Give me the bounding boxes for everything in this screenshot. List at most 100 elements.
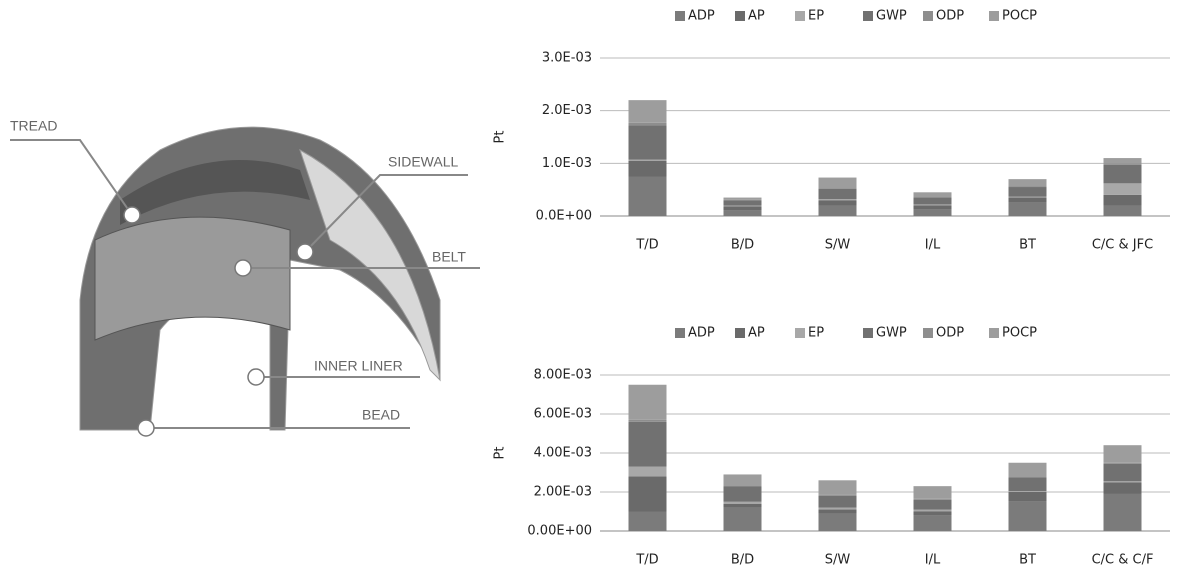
bar-segment (1008, 491, 1047, 492)
bar-segment (1008, 187, 1047, 197)
bar-segment (723, 507, 762, 531)
bar-segment (913, 509, 952, 512)
legend-swatch (795, 11, 805, 21)
legend-label: GWP (876, 9, 907, 24)
bar-segment (723, 503, 762, 508)
tire-tread (120, 160, 310, 225)
bar-segment (723, 205, 762, 207)
bar-segment (628, 122, 667, 126)
bar-segment (723, 197, 762, 200)
bar-segment (1103, 164, 1142, 184)
bar-segment (1103, 183, 1142, 195)
diagram-label: TREAD (10, 118, 57, 134)
legend-swatch (863, 11, 873, 21)
y-tick-label: 8.00E-03 (534, 368, 592, 383)
legend-label: EP (808, 9, 824, 24)
bar-segment (1008, 476, 1047, 478)
bar-segment (818, 188, 857, 200)
bar-segment (723, 486, 762, 502)
x-tick-label: T/D (635, 238, 658, 253)
bar-segment (1008, 202, 1047, 216)
legend-swatch (735, 328, 745, 338)
bar-segment (723, 474, 762, 486)
bar-segment (818, 509, 857, 514)
legend-swatch (795, 328, 805, 338)
bar-segment (628, 159, 667, 161)
x-tick-label: S/W (825, 553, 851, 568)
leader-lines (10, 139, 480, 429)
bar-segment (1103, 462, 1142, 464)
tire-diagram: TREAD SIDEWALL BELT INNER LINER BEAD (10, 118, 480, 437)
bar-segment (818, 513, 857, 531)
bar-segment (723, 206, 762, 211)
legend-label: POCP (1002, 326, 1037, 341)
y-tick-label: 0.00E+00 (527, 524, 592, 539)
bar-segment (1008, 501, 1047, 531)
bar-segment (723, 485, 762, 487)
bar-segment (1008, 196, 1047, 198)
bar-segment (628, 476, 667, 512)
bar-segment (913, 192, 952, 198)
bar-segment (723, 210, 762, 216)
bar-segment (913, 499, 952, 510)
x-tick-label: S/W (825, 238, 851, 253)
legend-label: ADP (688, 9, 715, 24)
legend-swatch (923, 328, 933, 338)
bar-segment (1008, 179, 1047, 187)
bar-segment (628, 160, 667, 177)
bar-segment (628, 511, 667, 531)
legend-label: ADP (688, 326, 715, 341)
bar-segment (913, 498, 952, 500)
y-tick-label: 6.00E-03 (534, 407, 592, 422)
bar-segment (628, 384, 667, 420)
bar-segment (913, 204, 952, 206)
legend-swatch (863, 328, 873, 338)
bar-segment (628, 100, 667, 123)
x-tick-label: I/L (925, 553, 941, 568)
bar-segment (628, 419, 667, 422)
bar-segment (1103, 445, 1142, 463)
y-tick-label: 2.0E-03 (542, 103, 592, 118)
y-axis-label: Pt (493, 447, 508, 460)
callouts (123, 206, 314, 437)
bar-segment (1008, 477, 1047, 492)
legend-label: POCP (1002, 9, 1037, 24)
diagram-label: SIDEWALL (388, 154, 458, 170)
diagram-label: BEAD (362, 407, 400, 423)
bar-segment (818, 495, 857, 508)
y-tick-label: 2.00E-03 (534, 485, 592, 500)
bar-segment (628, 125, 667, 160)
bar-segment (1103, 205, 1142, 216)
bar-segment (818, 480, 857, 495)
legend-label: ODP (936, 326, 964, 341)
x-tick-label: T/D (635, 553, 658, 568)
bar-segment (913, 197, 952, 198)
x-tick-label: BT (1019, 238, 1036, 253)
bar-segment (1103, 163, 1142, 165)
bar-segment (1008, 186, 1047, 188)
bar-segment (1103, 481, 1142, 483)
diagram-label: BELT (432, 249, 466, 265)
x-tick-label: I/L (925, 238, 941, 253)
legend-swatch (675, 328, 685, 338)
y-tick-label: 3.0E-03 (542, 51, 592, 66)
x-tick-label: B/D (731, 553, 754, 568)
bar-segment (1008, 197, 1047, 203)
bar-segment (628, 176, 667, 216)
bar-segment (723, 200, 762, 206)
bar-segment (913, 511, 952, 516)
bar-segment (1103, 493, 1142, 531)
legend-label: EP (808, 326, 824, 341)
bar-segment (818, 177, 857, 189)
legend-swatch (989, 328, 999, 338)
bar-segment (913, 205, 952, 210)
bar-segment (1103, 158, 1142, 164)
bar-segment (913, 515, 952, 531)
bar-segment (628, 466, 667, 477)
legend-label: AP (748, 326, 765, 341)
bar-segment (818, 494, 857, 496)
bar-segment (818, 199, 857, 201)
x-tick-label: C/C & C/F (1092, 553, 1154, 568)
legend-swatch (923, 11, 933, 21)
